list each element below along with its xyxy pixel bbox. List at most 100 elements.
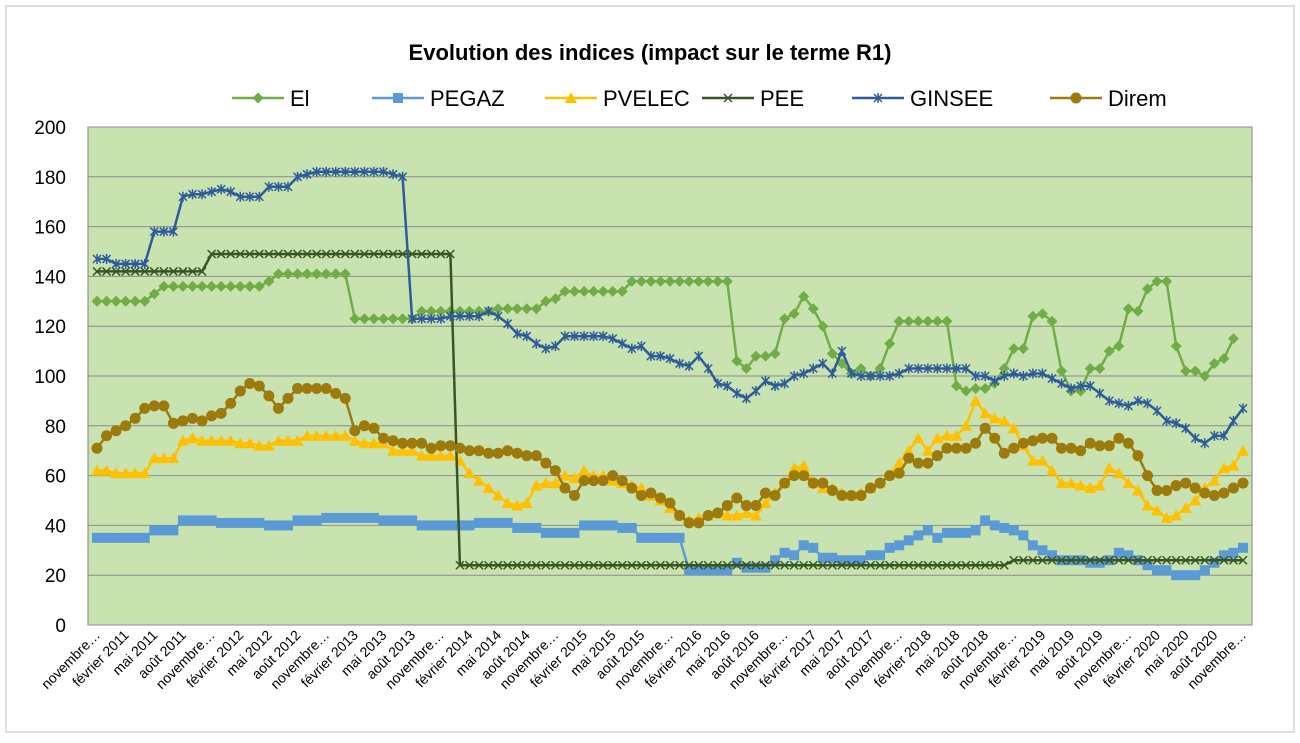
data-point xyxy=(359,512,370,523)
data-point xyxy=(511,499,524,511)
data-point xyxy=(340,166,350,177)
data-point xyxy=(302,249,312,259)
data-point xyxy=(445,520,456,531)
data-point xyxy=(807,303,819,315)
data-point xyxy=(1047,373,1057,384)
data-point xyxy=(751,560,761,570)
data-point xyxy=(1142,283,1153,295)
data-point xyxy=(874,477,886,489)
data-point xyxy=(311,382,323,394)
data-point xyxy=(922,525,933,536)
data-point xyxy=(1065,442,1077,454)
data-point xyxy=(694,560,704,570)
data-point xyxy=(1047,555,1057,565)
data-point xyxy=(92,253,102,264)
data-point xyxy=(961,560,971,570)
data-point xyxy=(741,560,751,570)
data-point xyxy=(415,449,428,461)
legend-label: El xyxy=(290,86,310,111)
data-point xyxy=(511,447,523,459)
data-point xyxy=(1055,477,1068,489)
data-point xyxy=(988,412,1001,424)
data-point xyxy=(760,375,771,386)
data-point xyxy=(568,472,581,484)
data-point xyxy=(368,313,380,325)
data-point xyxy=(845,490,857,502)
data-point xyxy=(1227,333,1239,345)
data-point xyxy=(741,562,752,573)
data-point xyxy=(608,560,618,570)
data-point xyxy=(358,420,370,432)
data-point xyxy=(463,467,476,479)
data-point xyxy=(664,497,676,509)
data-point xyxy=(540,295,552,307)
data-point xyxy=(1238,403,1248,414)
data-point xyxy=(1008,442,1020,454)
data-point xyxy=(1104,555,1114,565)
data-point xyxy=(349,425,361,437)
data-point xyxy=(92,532,102,543)
y-tick-label: 100 xyxy=(34,367,66,388)
data-point xyxy=(798,290,810,302)
data-point xyxy=(1113,432,1125,444)
data-point xyxy=(321,249,331,259)
data-point xyxy=(923,560,933,570)
data-point xyxy=(683,275,695,287)
data-point xyxy=(292,382,304,394)
data-point xyxy=(855,363,867,375)
legend-marker xyxy=(723,93,733,103)
data-point xyxy=(502,517,513,528)
data-point xyxy=(283,249,293,259)
data-point xyxy=(797,459,810,471)
data-point xyxy=(684,565,695,576)
data-point xyxy=(693,517,705,529)
data-point xyxy=(636,532,647,543)
data-point xyxy=(196,280,208,292)
data-point xyxy=(1131,484,1144,496)
data-point xyxy=(197,189,207,200)
data-point xyxy=(1076,380,1086,391)
data-point xyxy=(1142,560,1153,571)
data-point xyxy=(1227,459,1240,471)
data-point xyxy=(1151,485,1163,497)
data-point xyxy=(1180,365,1192,377)
data-point xyxy=(130,532,141,543)
data-point xyxy=(130,258,140,269)
data-point xyxy=(120,420,132,432)
data-point xyxy=(1161,275,1173,287)
data-point xyxy=(244,377,256,389)
data-point xyxy=(368,512,379,523)
data-point xyxy=(750,562,761,573)
data-point xyxy=(493,517,504,528)
data-point xyxy=(607,520,618,531)
data-point xyxy=(875,560,885,570)
legend-label: PEE xyxy=(760,86,804,111)
data-point xyxy=(903,315,915,327)
data-point xyxy=(856,371,866,381)
data-point xyxy=(942,363,952,374)
data-point xyxy=(1200,438,1210,449)
data-point xyxy=(540,527,551,538)
data-point xyxy=(1199,565,1210,576)
data-point xyxy=(282,434,294,446)
data-point xyxy=(139,532,150,543)
data-point xyxy=(492,489,505,501)
data-point xyxy=(416,520,427,531)
data-point xyxy=(654,275,666,287)
data-point xyxy=(826,348,838,360)
data-point xyxy=(110,467,123,479)
data-point xyxy=(521,450,533,462)
data-point xyxy=(1036,454,1049,466)
data-point xyxy=(636,341,646,352)
data-point xyxy=(617,560,627,570)
data-point xyxy=(530,479,543,491)
data-point xyxy=(931,315,943,327)
data-point xyxy=(885,560,895,570)
data-point xyxy=(894,560,904,570)
data-point xyxy=(1112,467,1125,479)
data-point xyxy=(522,331,532,342)
data-point xyxy=(293,249,303,259)
data-point xyxy=(149,226,159,237)
data-point xyxy=(961,527,972,538)
data-point xyxy=(283,520,293,531)
